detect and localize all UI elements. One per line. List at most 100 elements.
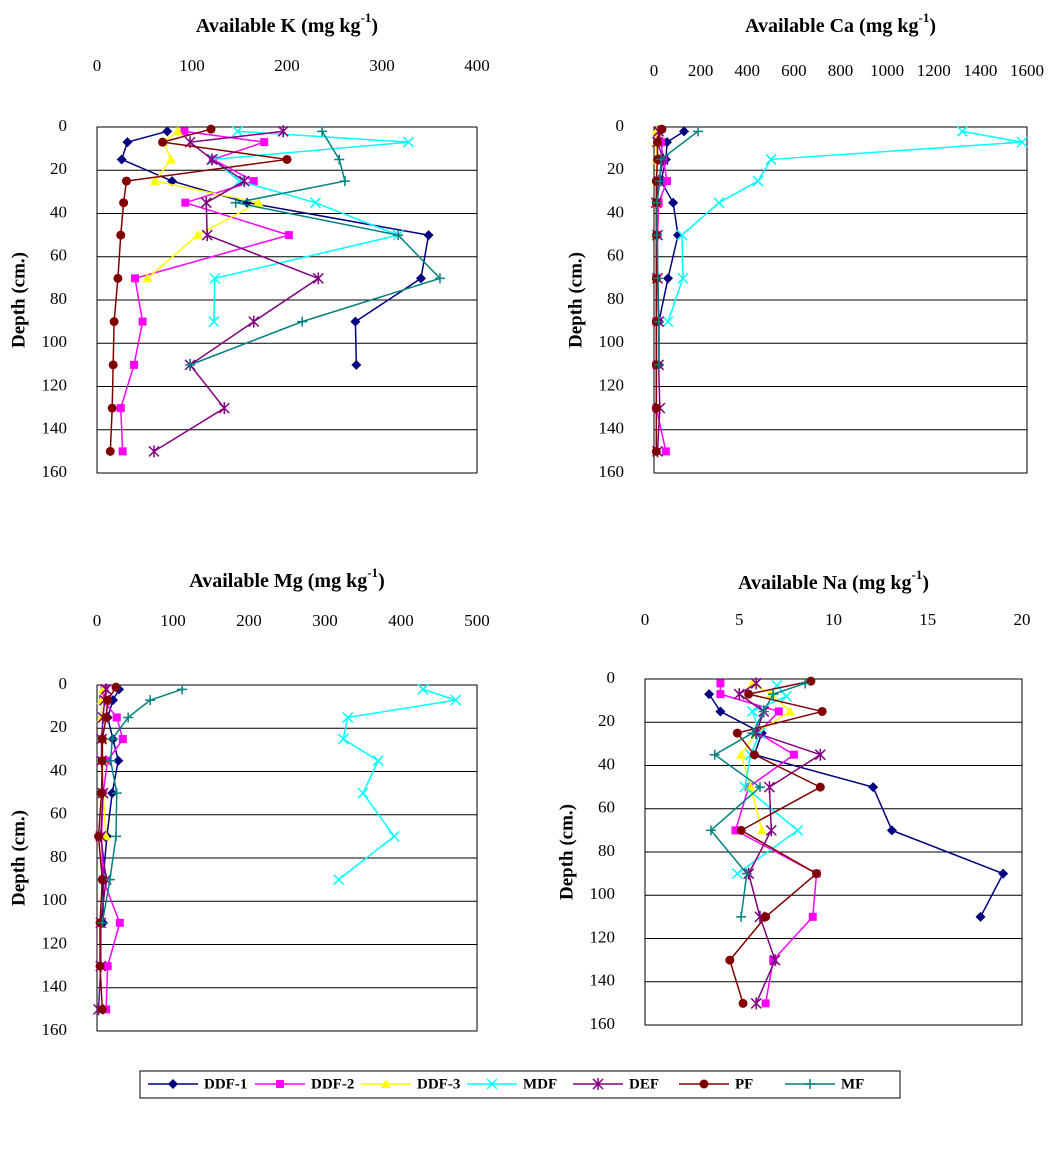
marker-triangle: [172, 126, 183, 136]
marker-x: [792, 824, 804, 836]
y-tick-label: 140: [42, 419, 68, 438]
x-tick-label: 200: [236, 611, 262, 630]
y-tick-label: 100: [42, 332, 68, 351]
marker-square: [180, 127, 189, 136]
y-tick-label: 40: [50, 760, 67, 779]
y-tick-label: 100: [599, 332, 625, 351]
marker-plus: [334, 154, 345, 165]
series-line: [120, 130, 430, 365]
marker-triangle: [101, 831, 112, 841]
marker-x: [208, 316, 220, 328]
marker-circle: [107, 403, 117, 413]
y-tick-label: 20: [607, 159, 624, 178]
marker-square: [716, 679, 725, 688]
x-tick-label: 800: [828, 61, 854, 80]
title-text: Available Ca (mg kg: [745, 15, 919, 37]
marker-plus: [655, 154, 666, 165]
marker-square: [103, 962, 112, 971]
x-tick-label: 0: [641, 610, 650, 629]
marker-star: [206, 153, 218, 166]
x-tick-label: 400: [388, 611, 414, 630]
y-tick-label: 0: [616, 116, 625, 135]
marker-circle: [105, 446, 115, 456]
series-line: [656, 130, 699, 365]
marker-plus: [177, 684, 188, 695]
marker-square: [116, 404, 125, 413]
marker-plus: [800, 678, 811, 689]
marker-plus: [105, 755, 116, 766]
marker-square: [731, 826, 740, 835]
x-tick-label: 1000: [870, 61, 904, 80]
y-tick-label: 20: [50, 159, 67, 178]
x-tick-label: 500: [464, 611, 490, 630]
marker-x: [403, 136, 415, 148]
y-tick-label: 160: [599, 462, 625, 481]
chart-title: Available Ca (mg kg-1): [745, 10, 936, 37]
marker-square: [138, 317, 147, 326]
marker-plus: [434, 273, 445, 284]
marker-triangle: [736, 749, 747, 759]
marker-circle: [738, 998, 748, 1008]
marker-circle: [103, 695, 113, 705]
marker-plus: [652, 273, 663, 284]
y-tick-label: 120: [42, 933, 68, 952]
marker-star: [763, 781, 775, 794]
title-superscript: -1: [919, 10, 930, 25]
marker-square: [118, 447, 127, 456]
chart-title: Available Mg (mg kg-1): [189, 565, 384, 592]
marker-circle: [119, 198, 129, 208]
marker-x: [956, 125, 968, 137]
marker-square: [663, 177, 672, 186]
y-tick-label: 60: [50, 246, 67, 265]
marker-diamond: [113, 755, 124, 766]
series-line: [153, 130, 320, 453]
x-tick-label: 15: [919, 610, 936, 629]
marker-square: [181, 198, 190, 207]
marker-x: [232, 125, 244, 137]
legend-marker: [276, 1080, 284, 1088]
marker-diamond: [351, 359, 362, 370]
marker-diamond: [162, 126, 173, 137]
y-tick-label: 120: [599, 375, 625, 394]
marker-square: [774, 707, 783, 716]
marker-triangle: [142, 273, 153, 283]
x-tick-label: 0: [650, 61, 659, 80]
y-tick-label: 140: [599, 419, 625, 438]
marker-square: [761, 999, 770, 1008]
y-tick-label: 20: [50, 717, 67, 736]
marker-star: [765, 824, 777, 837]
y-tick-label: 160: [590, 1014, 616, 1033]
marker-circle: [158, 137, 168, 147]
x-tick-label: 100: [160, 611, 186, 630]
marker-plus: [230, 197, 241, 208]
marker-square: [112, 713, 121, 722]
marker-x: [677, 272, 689, 284]
marker-star: [750, 997, 762, 1010]
marker-triangle: [756, 825, 767, 835]
marker-circle: [761, 912, 771, 922]
legend-marker: [381, 1079, 391, 1088]
y-tick-label: 60: [598, 798, 615, 817]
marker-star: [814, 748, 826, 761]
marker-circle: [97, 756, 107, 766]
title-superscript: -1: [367, 565, 378, 580]
marker-plus: [652, 197, 663, 208]
marker-plus: [297, 316, 308, 327]
marker-star: [201, 229, 213, 242]
marker-circle: [206, 124, 216, 134]
marker-star: [200, 196, 212, 209]
marker-square: [260, 138, 269, 147]
series-line: [658, 130, 685, 365]
marker-diamond: [886, 825, 897, 836]
x-tick-label: 300: [369, 56, 395, 75]
marker-star: [218, 402, 230, 415]
series-line: [708, 693, 1005, 918]
marker-diamond: [423, 230, 434, 241]
legend-label: MF: [841, 1076, 864, 1092]
title-text: ): [922, 572, 929, 594]
series-line: [736, 684, 799, 875]
marker-diamond: [704, 689, 715, 700]
marker-x: [342, 711, 354, 723]
series-line: [667, 130, 1023, 322]
marker-plus: [705, 825, 716, 836]
